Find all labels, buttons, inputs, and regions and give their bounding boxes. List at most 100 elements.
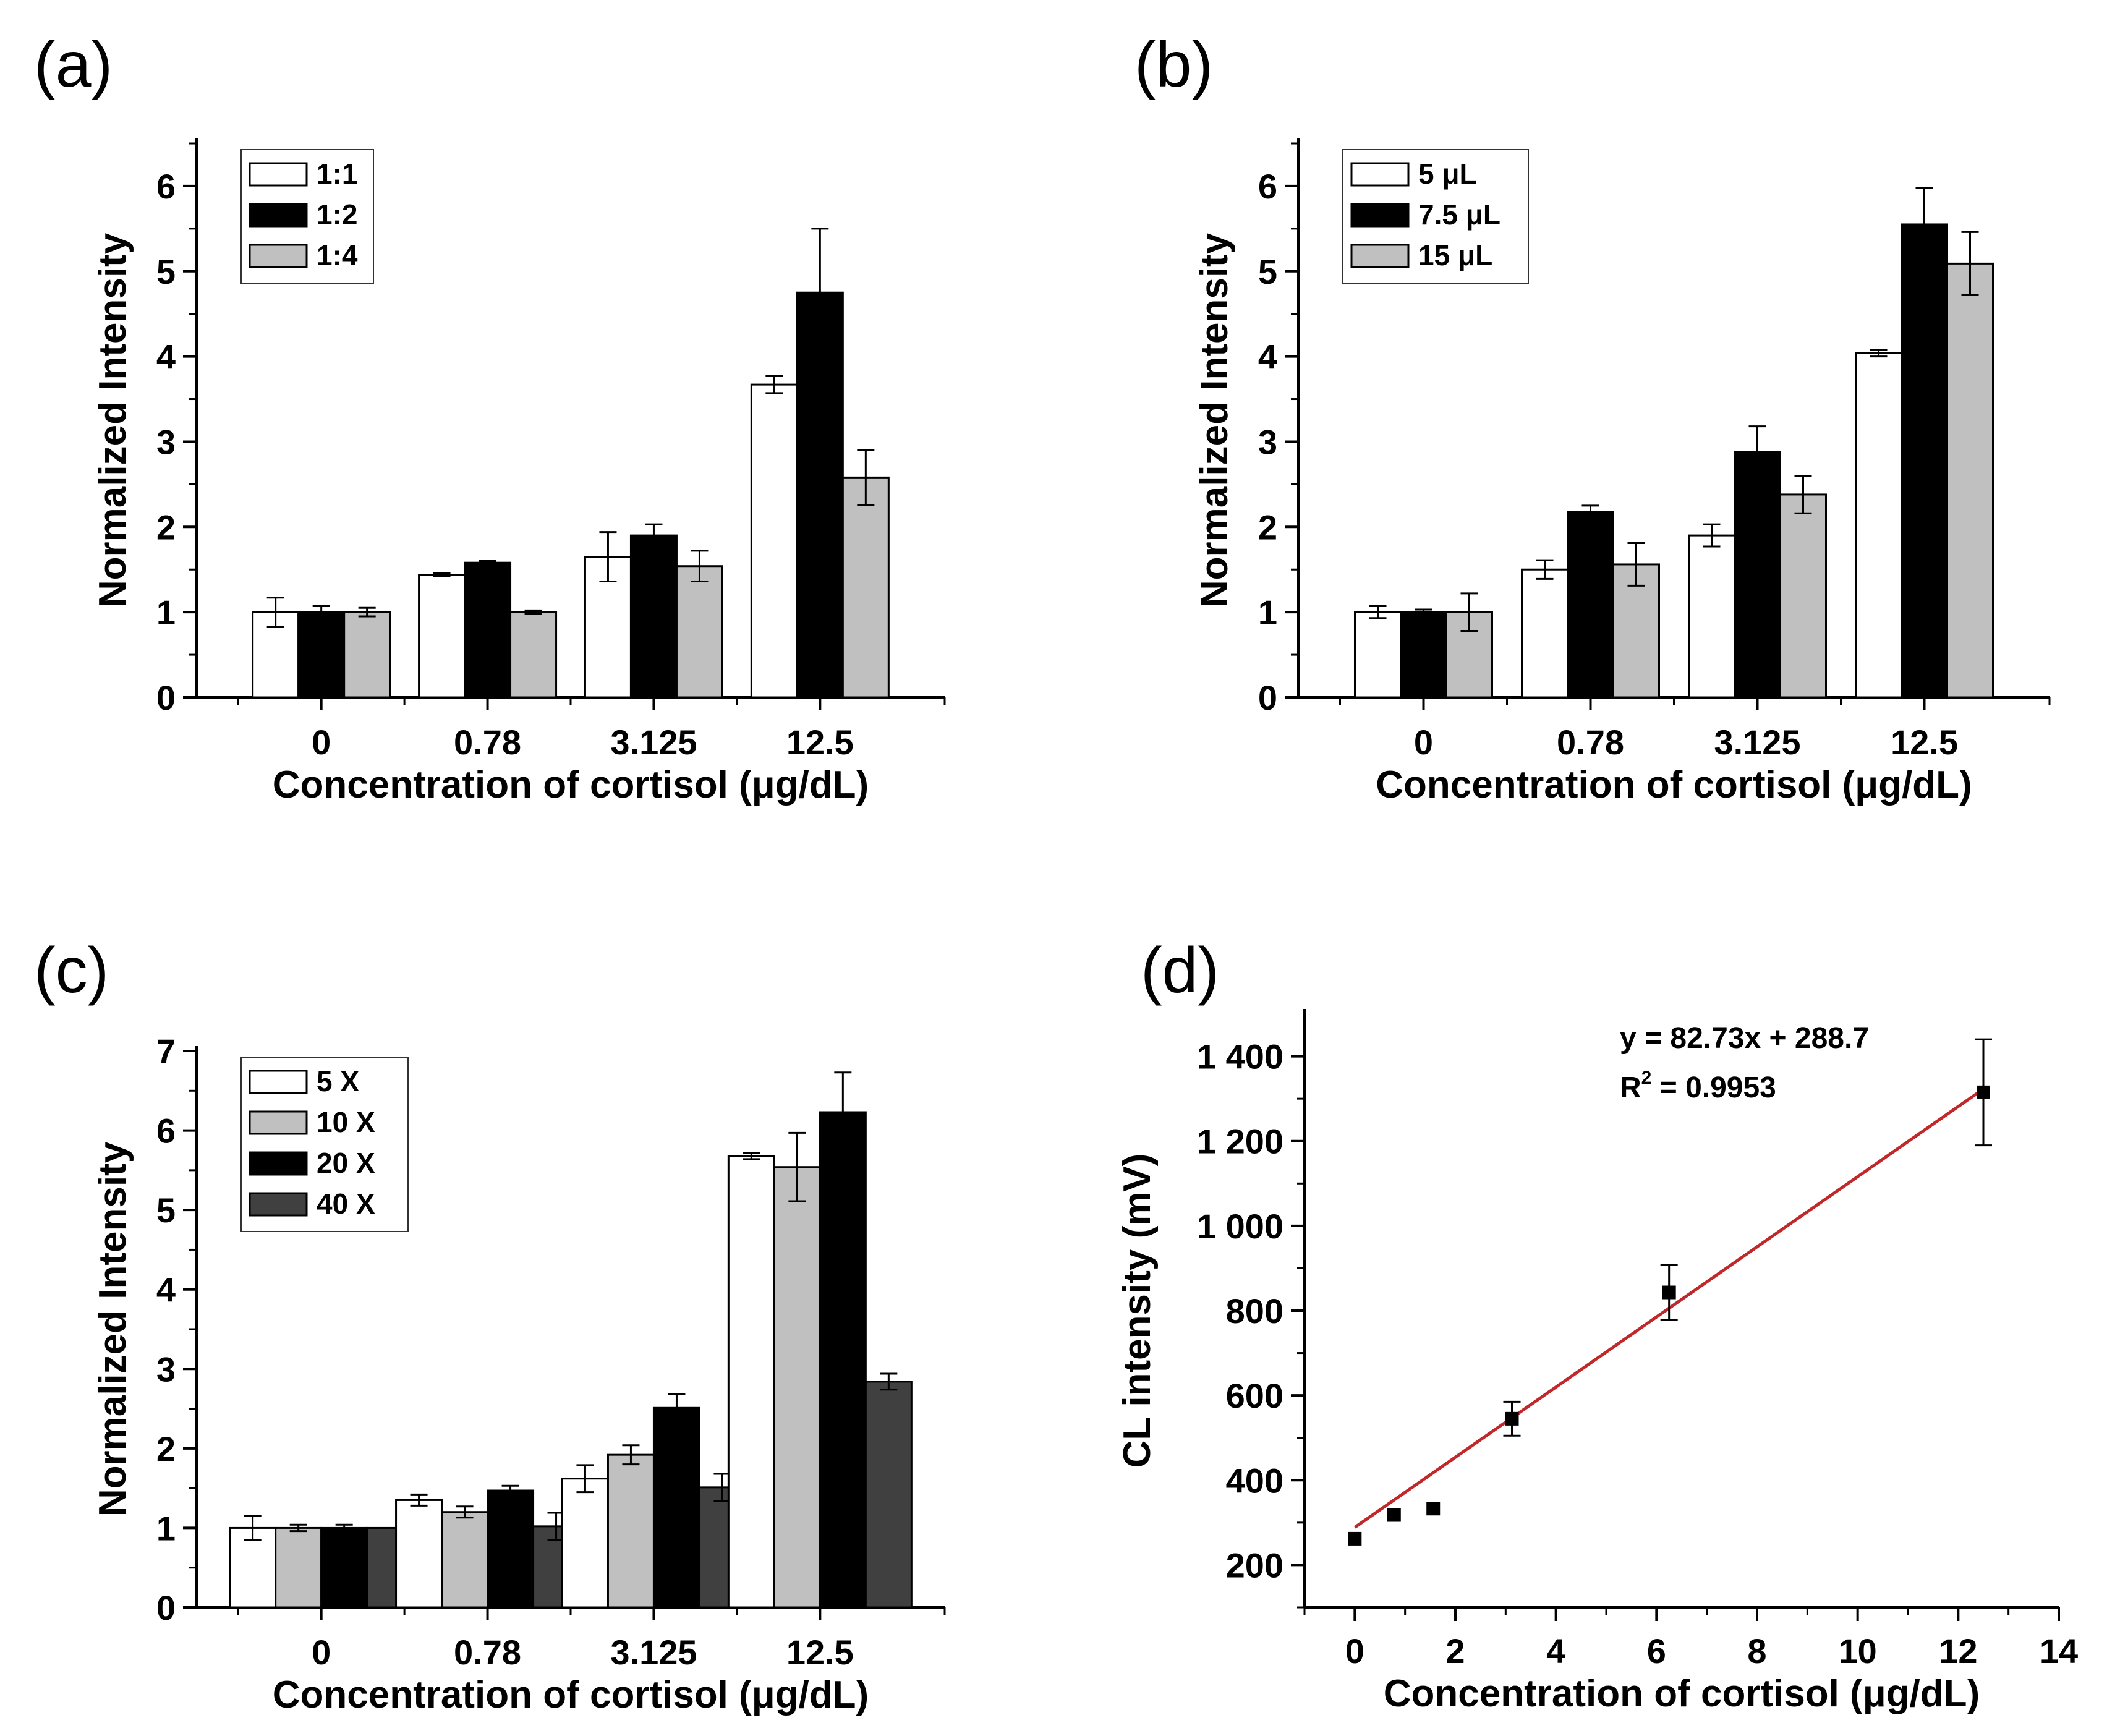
x-tick-label: 0.78 bbox=[454, 1633, 521, 1672]
data-point bbox=[1505, 1411, 1519, 1426]
bar-10-x-12-5 bbox=[773, 1166, 821, 1609]
bar-1-4-12-5 bbox=[841, 476, 890, 699]
data-point bbox=[1426, 1502, 1441, 1516]
bar-1-4-3-125 bbox=[675, 565, 723, 699]
x-tick-label: 0 bbox=[1345, 1632, 1364, 1670]
bar-1-2-12-5 bbox=[796, 291, 844, 699]
y-tick-label: 4 bbox=[1258, 338, 1277, 377]
x-tick-label: 6 bbox=[1647, 1632, 1666, 1670]
bar-20-x-0-78 bbox=[487, 1489, 535, 1609]
r-squared-symbol: R bbox=[1620, 1071, 1641, 1104]
y-tick-label: 1 200 bbox=[1197, 1122, 1283, 1161]
y-axis-title: Normalized Intensity bbox=[1193, 232, 1236, 608]
y-tick-label: 3 bbox=[156, 1350, 176, 1389]
legend-label-1-1: 1:1 bbox=[317, 158, 357, 190]
data-point bbox=[1662, 1285, 1676, 1300]
legend-label-5-l: 5 μL bbox=[1418, 158, 1477, 190]
x-tick-label: 0.78 bbox=[454, 723, 521, 762]
panel-label-d: (d) bbox=[1141, 935, 1219, 1006]
bar-7-5-l-0 bbox=[1400, 611, 1447, 699]
x-tick-label: 2 bbox=[1445, 1632, 1465, 1670]
y-tick-label: 4 bbox=[156, 1270, 176, 1309]
legend-label-20-x: 20 X bbox=[317, 1147, 375, 1179]
y-tick-label: 2 bbox=[1258, 508, 1277, 547]
y-tick-label: 3 bbox=[156, 422, 176, 461]
y-tick-label: 3 bbox=[1258, 422, 1277, 461]
bar-1-2-0 bbox=[297, 611, 346, 699]
legend-label-15-l: 15 μL bbox=[1418, 239, 1492, 271]
bar-10-x-3-125 bbox=[607, 1453, 655, 1609]
legend-swatch-1-2 bbox=[249, 203, 308, 228]
y-tick-label: 6 bbox=[156, 1112, 176, 1151]
legend-label-40-x: 40 X bbox=[317, 1188, 375, 1220]
fit-equation: y = 82.73x + 288.7 bbox=[1620, 1022, 1869, 1055]
r-squared-value: = 0.9953 bbox=[1651, 1071, 1776, 1104]
y-tick-label: 0 bbox=[156, 1588, 176, 1627]
x-tick-label: 0 bbox=[312, 1633, 331, 1672]
bar-1-4-0-78 bbox=[509, 611, 558, 699]
legend-label-5-x: 5 X bbox=[317, 1065, 359, 1097]
y-tick-label: 200 bbox=[1226, 1546, 1283, 1585]
y-tick-label: 1 bbox=[156, 593, 176, 632]
bar-10-x-0-78 bbox=[441, 1511, 489, 1609]
x-tick-label: 8 bbox=[1747, 1632, 1766, 1670]
bar-7-5-l-0-78 bbox=[1567, 510, 1614, 699]
bar-1-1-12-5 bbox=[750, 383, 798, 699]
y-tick-label: 600 bbox=[1226, 1376, 1283, 1415]
bar-5-l-12-5 bbox=[1855, 352, 1902, 699]
y-tick-label: 400 bbox=[1226, 1461, 1283, 1500]
legend-swatch-15-l bbox=[1350, 244, 1410, 268]
bar-40-x-12-5 bbox=[864, 1381, 913, 1609]
bar-1-2-0-78 bbox=[464, 561, 512, 699]
legend-swatch-7-5-l bbox=[1350, 203, 1410, 228]
x-tick-label: 14 bbox=[2040, 1632, 2078, 1670]
data-point bbox=[1977, 1085, 1990, 1099]
r-squared-superscript: 2 bbox=[1641, 1068, 1652, 1088]
data-point bbox=[1387, 1508, 1401, 1522]
y-tick-label: 6 bbox=[1258, 167, 1277, 206]
x-tick-label: 12.5 bbox=[786, 1633, 854, 1672]
bar-1-4-0 bbox=[343, 611, 391, 699]
x-tick-label: 0 bbox=[1414, 723, 1433, 762]
y-tick-label: 6 bbox=[156, 167, 176, 206]
y-tick-label: 5 bbox=[1258, 252, 1277, 291]
bar-20-x-0 bbox=[320, 1526, 368, 1609]
bar-5-x-12-5 bbox=[727, 1155, 775, 1609]
bar-20-x-3-125 bbox=[652, 1406, 700, 1609]
legend-swatch-1-4 bbox=[249, 244, 308, 268]
legend-label-1-2: 1:2 bbox=[317, 198, 357, 231]
panel-label-a: (a) bbox=[34, 29, 113, 101]
y-tick-label: 2 bbox=[156, 1429, 176, 1468]
x-axis-title: Concentration of cortisol (μg/dL) bbox=[273, 1674, 869, 1716]
legend-label-7-5-l: 7.5 μL bbox=[1418, 198, 1500, 231]
y-axis-title: Normalized Intensity bbox=[92, 1141, 134, 1517]
y-axis-title: CL intensity (mV) bbox=[1116, 1154, 1159, 1468]
y-tick-label: 1 bbox=[156, 1508, 176, 1547]
y-tick-label: 1 000 bbox=[1197, 1207, 1283, 1246]
y-tick-label: 0 bbox=[156, 678, 176, 717]
legend-label-1-4: 1:4 bbox=[317, 239, 358, 271]
x-tick-label: 12.5 bbox=[1891, 723, 1958, 762]
panel-label-b: (b) bbox=[1134, 29, 1213, 101]
y-axis-title: Normalized Intensity bbox=[92, 232, 134, 608]
bar-7-5-l-12-5 bbox=[1901, 223, 1948, 699]
chart-d: 0 2 4 6 8 10 12 14 200 400 600 800 1 000 1 200 1 400 y … bbox=[1116, 1009, 2078, 1715]
panel-label-c: (c) bbox=[34, 935, 109, 1006]
x-axis-title: Concentration of cortisol (μg/dL) bbox=[1384, 1672, 1980, 1715]
y-tick-label: 7 bbox=[156, 1032, 176, 1071]
legend-swatch-10-x bbox=[249, 1110, 308, 1135]
x-tick-label: 10 bbox=[1839, 1632, 1877, 1670]
data-point bbox=[1348, 1531, 1362, 1546]
legend-swatch-5-l bbox=[1350, 162, 1410, 187]
bar-10-x-0 bbox=[275, 1526, 323, 1609]
y-tick-label: 800 bbox=[1226, 1291, 1283, 1330]
r-squared: R2 = 0.9953 bbox=[1620, 1068, 1776, 1104]
bar-7-5-l-3-125 bbox=[1734, 451, 1781, 699]
y-tick-label: 4 bbox=[156, 338, 176, 377]
legend-swatch-20-x bbox=[249, 1151, 308, 1176]
x-axis-title: Concentration of cortisol (μg/dL) bbox=[273, 764, 869, 806]
